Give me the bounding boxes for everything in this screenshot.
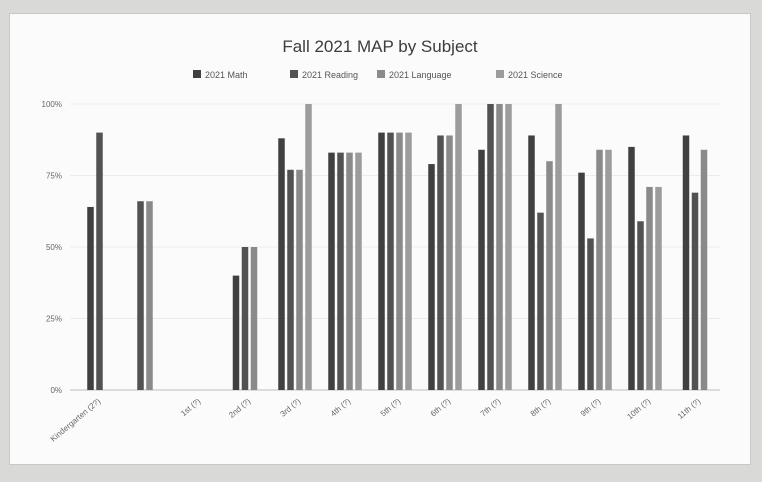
bar-g11-s4 [605, 149, 612, 390]
bar-g6-s1 [328, 152, 335, 390]
bar-chart: Fall 2021 MAP by Subject 2021 Math 2021 R… [42, 37, 720, 444]
bar-g5-s4 [305, 104, 312, 390]
bar-g2-s3 [146, 201, 153, 390]
legend-label-3: 2021 Language [389, 70, 452, 80]
bar-g11-s2 [587, 238, 594, 390]
bar-g1-s1 [87, 206, 94, 390]
bar-g6-s4 [355, 152, 362, 390]
bar-g5-s1 [278, 138, 285, 390]
bar-g4-s2 [241, 247, 249, 390]
bar-g13-s2 [691, 192, 699, 390]
x-tick-label-10: 9th (?) [579, 396, 603, 418]
bar-g2-s2 [137, 201, 144, 390]
gridlines [70, 103, 720, 391]
bar-g8-s4 [455, 104, 462, 390]
bar-g13-s1 [682, 135, 690, 390]
y-tick-label-1: 0% [50, 386, 62, 395]
bar-g9-s4 [505, 104, 512, 390]
legend-label-1: 2021 Math [205, 70, 248, 80]
x-tick-label-12: 11th (?) [676, 396, 703, 420]
bar-g1-s2 [96, 132, 103, 390]
bar-g12-s2 [637, 221, 644, 390]
bar-g12-s1 [628, 146, 635, 390]
bar-g7-s1 [378, 132, 385, 390]
bar-g7-s3 [396, 132, 403, 390]
y-tick-label-2: 25% [46, 315, 62, 324]
bar-g11-s1 [578, 172, 585, 390]
x-tick-label-1: Kindergarten (2?) [49, 396, 103, 443]
y-tick-label-4: 75% [46, 172, 62, 181]
bar-g9-s3 [496, 104, 503, 390]
bar-g8-s1 [428, 164, 435, 390]
bar-g6-s2 [337, 152, 344, 390]
bar-g9-s2 [487, 104, 494, 390]
bar-g8-s2 [437, 135, 444, 390]
legend-label-4: 2021 Science [508, 70, 563, 80]
bars [87, 104, 708, 390]
x-tick-label-5: 4th (?) [329, 396, 353, 418]
legend-label-2: 2021 Reading [302, 70, 358, 80]
x-tick-label-4: 3rd (?) [278, 396, 302, 418]
chart-title: Fall 2021 MAP by Subject [282, 37, 478, 56]
x-tick-label-9: 8th (?) [529, 396, 553, 418]
bar-g10-s3 [546, 161, 553, 390]
x-tick-label-2: 1st (?) [179, 396, 202, 418]
x-tick-label-3: 2nd (?) [227, 396, 252, 419]
bar-g10-s2 [537, 212, 544, 390]
legend-swatch-4 [496, 70, 504, 78]
x-tick-label-7: 6th (?) [429, 396, 453, 418]
bar-g9-s1 [478, 149, 485, 390]
bar-g7-s4 [405, 132, 412, 390]
bar-g7-s2 [387, 132, 394, 390]
chart-card: Fall 2021 MAP by Subject 2021 Math 2021 R… [10, 14, 750, 464]
bar-g12-s3 [646, 186, 653, 390]
y-tick-label-5: 100% [42, 100, 62, 109]
bar-g10-s1 [528, 135, 535, 390]
x-tick-label-8: 7th (?) [479, 396, 503, 418]
legend-swatch-2 [290, 70, 298, 78]
bar-g4-s3 [250, 247, 258, 390]
x-tick-label-11: 10th (?) [625, 396, 652, 421]
legend-swatch-3 [377, 70, 385, 78]
bar-g4-s1 [232, 275, 240, 390]
y-tick-label-3: 50% [46, 243, 62, 252]
bar-g5-s3 [296, 169, 303, 390]
bar-g13-s3 [700, 149, 708, 390]
bar-g5-s2 [287, 169, 294, 390]
bar-g12-s4 [655, 186, 662, 390]
x-tick-label-6: 5th (?) [379, 396, 403, 418]
y-axis: 0% 25% 50% 75% 100% [42, 100, 62, 395]
legend: 2021 Math 2021 Reading 2021 Language 2021 S… [193, 70, 563, 80]
bar-g6-s3 [346, 152, 353, 390]
x-axis: Kindergarten (2?) 1st (?) 2nd (?) 3rd (?) 4t… [49, 396, 703, 443]
legend-swatch-1 [193, 70, 201, 78]
bar-g11-s3 [596, 149, 603, 390]
bar-g10-s4 [555, 104, 562, 390]
bar-g8-s3 [446, 135, 453, 390]
